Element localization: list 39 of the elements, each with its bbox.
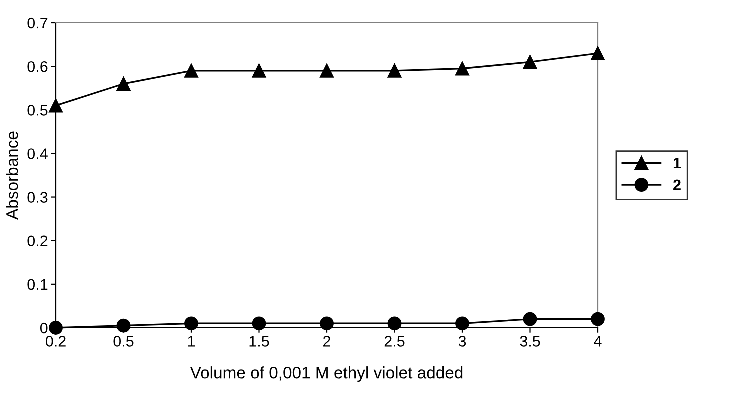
x-axis-title: Volume of 0,001 M ethyl violet added — [190, 366, 463, 382]
point — [523, 55, 538, 70]
legend-label: 2 — [674, 180, 681, 190]
point — [456, 316, 470, 331]
point — [388, 316, 402, 331]
point — [49, 321, 63, 335]
y-tick-label: 0.7 — [28, 18, 48, 29]
point — [591, 46, 605, 60]
y-tick-label: 0.5 — [28, 105, 48, 116]
point — [184, 64, 198, 78]
point — [320, 64, 334, 78]
x-tick-label: 3.5 — [520, 336, 540, 347]
point — [116, 77, 131, 91]
y-tick-label: 0 — [40, 322, 48, 334]
y-tick-label: 0.2 — [28, 236, 48, 247]
point — [591, 312, 605, 326]
point — [252, 64, 266, 78]
y-tick-label: 0.4 — [28, 148, 48, 160]
point — [49, 98, 63, 113]
point — [116, 318, 131, 333]
legend-label: 1 — [674, 158, 682, 169]
x-tick-label: 0.2 — [46, 336, 66, 347]
point — [252, 316, 266, 331]
point — [523, 312, 538, 326]
x-tick-label: 2.5 — [384, 336, 405, 347]
x-tick-label: 1.5 — [250, 336, 270, 347]
point — [456, 62, 470, 76]
y-tick-label: 0.3 — [28, 192, 48, 203]
y-tick-label: 0.6 — [28, 61, 48, 72]
x-tick-label: 3 — [458, 336, 466, 347]
point — [184, 316, 198, 331]
y-tick-label: 0.1 — [28, 279, 48, 290]
x-tick-label: 0.5 — [114, 336, 134, 347]
y-axis-title: Absorbance — [6, 132, 18, 220]
x-tick-label: 2 — [324, 336, 330, 347]
x-tick-label: 4 — [594, 336, 602, 347]
x-tick-label: 1 — [188, 336, 196, 347]
point — [388, 64, 402, 78]
point — [320, 316, 334, 331]
